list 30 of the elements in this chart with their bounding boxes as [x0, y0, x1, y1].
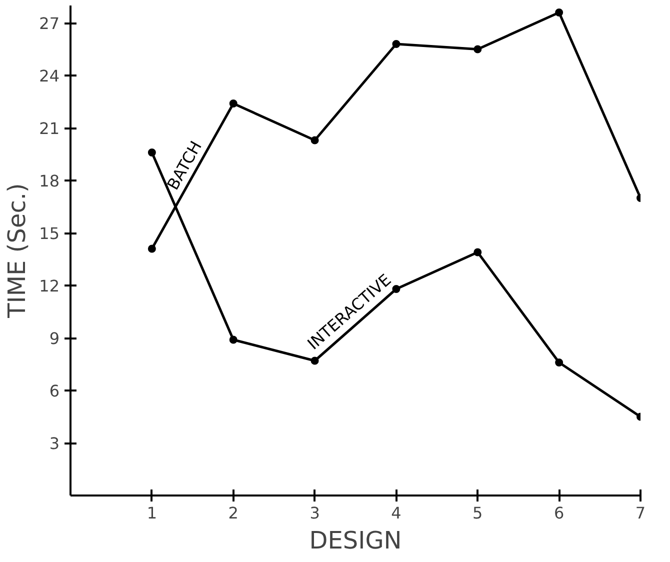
- point: [310, 136, 319, 144]
- point: [555, 358, 564, 366]
- x-tick-label: 7: [635, 504, 646, 522]
- y-axis-title: TIME (Sec.): [3, 183, 32, 319]
- x-tick-label: 3: [310, 504, 320, 522]
- y-tick-label: 18: [39, 172, 60, 190]
- point: [229, 336, 238, 344]
- x-tick-label: 5: [472, 504, 483, 522]
- y-tick-label: 21: [39, 119, 60, 138]
- x-tick-label: 1: [146, 504, 158, 522]
- point: [555, 8, 564, 16]
- x-tick-label: 2: [228, 504, 238, 522]
- x-axis-title: DESIGN: [309, 526, 402, 554]
- point: [474, 45, 482, 54]
- y-tick-label: 12: [39, 276, 60, 296]
- x-tick-label: 6: [554, 504, 564, 522]
- point: [392, 285, 400, 293]
- point: [474, 248, 482, 256]
- point: [310, 356, 319, 365]
- point: [148, 244, 156, 253]
- point: [148, 148, 156, 156]
- y-tick-label: 24: [39, 66, 60, 86]
- y-tick-label: 9: [49, 329, 60, 348]
- y-tick-label: 15: [39, 224, 60, 243]
- y-tick-label: 27: [39, 14, 60, 33]
- x-tick-label: 4: [391, 504, 402, 522]
- y-tick-label: 3: [49, 434, 60, 453]
- point: [229, 100, 238, 108]
- point: [392, 40, 400, 48]
- y-tick-label: 6: [49, 382, 60, 400]
